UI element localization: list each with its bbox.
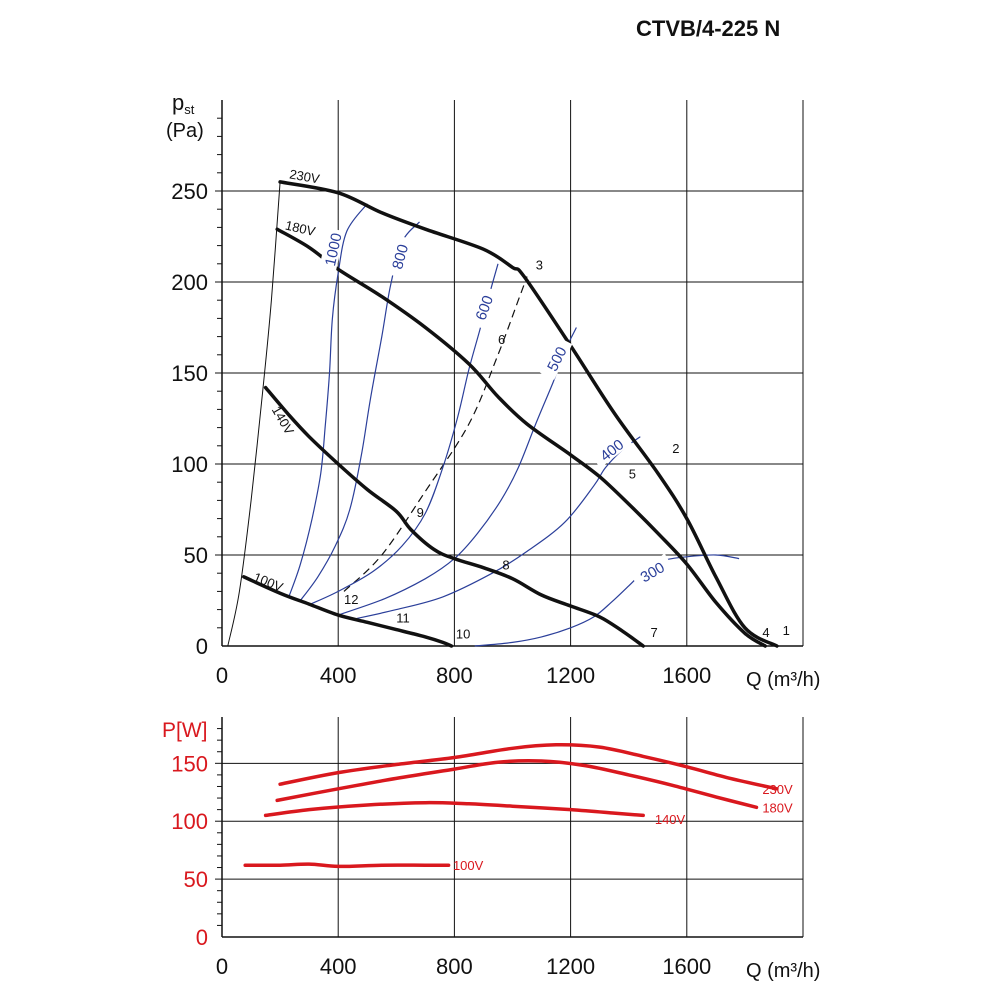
x-tick-label: 1600	[662, 954, 711, 979]
y-tick-label: 50	[184, 543, 208, 568]
power-curve-180V	[275, 758, 759, 810]
operating-point-label: 12	[344, 592, 358, 607]
stall-boundary-curve	[227, 181, 281, 647]
pressure-labels: 3004005006008001000123456789101112230V18…	[251, 166, 790, 641]
operating-point-label: 2	[672, 441, 679, 456]
x-tick-label: 0	[216, 954, 228, 979]
power-curve-100V	[243, 862, 451, 869]
operating-point-label: 6	[498, 332, 505, 347]
rpm-line-1000	[288, 203, 368, 598]
x-tick-label: 1200	[546, 954, 595, 979]
rpm-line-800	[299, 221, 420, 601]
power-curve-140V	[263, 800, 645, 818]
system-curve-dashed	[343, 276, 528, 592]
power-voltage-label: 140V	[655, 812, 686, 827]
operating-point-label: 9	[417, 505, 424, 520]
power-voltage-label: 230V	[762, 782, 793, 797]
pressure-curves	[227, 180, 779, 648]
x-tick-label: 400	[320, 954, 357, 979]
fan-curve-180V	[275, 227, 767, 648]
power-grid	[222, 717, 804, 937]
fan-curve-230V	[278, 180, 779, 648]
chart-title: CTVB/4-225 N	[636, 16, 781, 41]
x-tick-label: 400	[320, 663, 357, 688]
y-tick-label: 100	[171, 809, 208, 834]
y-tick-label: 50	[184, 867, 208, 892]
operating-point-label: 1	[783, 623, 790, 638]
power-curves	[243, 743, 779, 869]
y-tick-label: 150	[171, 361, 208, 386]
y-tick-label: 100	[171, 452, 208, 477]
fan-curve-140V	[263, 385, 645, 648]
x-axis-label: Q (m³/h)	[746, 669, 820, 691]
voltage-label: 100V	[251, 569, 285, 594]
y-tick-label: 200	[171, 270, 208, 295]
fan-curve-100V	[242, 575, 454, 648]
power-voltage-label: 100V	[453, 858, 484, 873]
operating-point-label: 8	[502, 558, 509, 573]
x-tick-label: 1600	[662, 663, 711, 688]
y-tick-label: 0	[196, 634, 208, 659]
y-tick-label: 250	[171, 179, 208, 204]
rpm-label-bg	[630, 553, 674, 589]
rpm-line-600	[310, 263, 499, 605]
power-axes: 0 400 800 1200 1600 0 50 100 150 P[W] Q (m³/h)	[162, 717, 820, 982]
pressure-axes: 0 400 800 1200 1600 0 50 100 150 200 250 pst (Pa) Q (…	[166, 90, 820, 691]
rpm-label-bg	[385, 234, 413, 278]
x-tick-label: 1200	[546, 663, 595, 688]
rpm-label-bg	[319, 227, 345, 271]
y-axis-unit: (Pa)	[166, 120, 204, 142]
rpm-label: 800	[389, 243, 412, 272]
voltage-label: 230V	[288, 166, 321, 186]
power-labels: 230V 180V 140V 100V	[453, 782, 793, 873]
rpm-label-bg	[468, 285, 498, 330]
power-curve-230V	[278, 743, 779, 791]
operating-point-label: 3	[536, 257, 543, 272]
rpm-label-bg	[538, 336, 573, 380]
operating-point-label: 4	[762, 625, 769, 640]
rpm-label: 1000	[322, 231, 346, 267]
y-axis-label: pst	[172, 90, 195, 117]
x-tick-label: 800	[436, 663, 473, 688]
x-tick-label: 0	[216, 663, 228, 688]
y-tick-label: 150	[171, 751, 208, 776]
operating-point-label: 11	[396, 610, 410, 625]
x-axis-label: Q (m³/h)	[746, 960, 820, 982]
operating-point-label: 10	[456, 627, 470, 642]
voltage-label: 180V	[284, 218, 317, 240]
operating-point-label: 5	[629, 467, 636, 482]
rpm-label-bg	[589, 430, 632, 469]
rpm-line-300	[474, 554, 740, 647]
pressure-grid	[222, 100, 804, 646]
power-axis-label: P[W]	[162, 719, 208, 742]
operating-point-label: 7	[650, 625, 657, 640]
rpm-line-400	[355, 436, 641, 620]
power-voltage-label: 180V	[762, 800, 793, 815]
y-tick-label: 0	[196, 925, 208, 950]
x-tick-label: 800	[436, 954, 473, 979]
